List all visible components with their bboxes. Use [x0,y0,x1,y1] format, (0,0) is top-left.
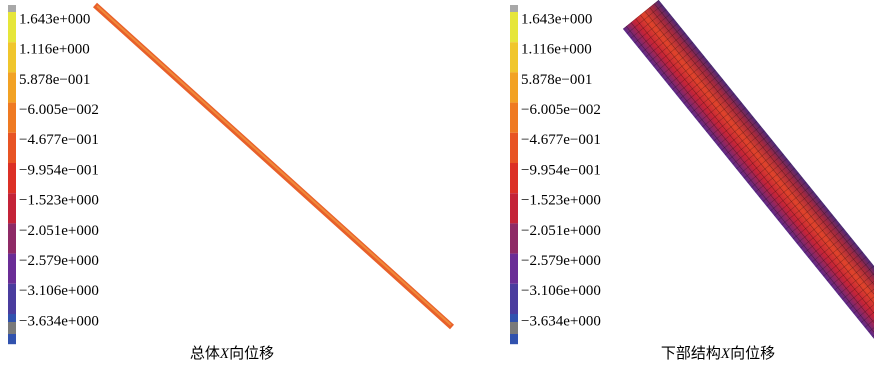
colorbar-cap [8,5,16,12]
legend-label: −3.634e+000 [521,313,601,329]
colorbar-band [8,284,16,314]
colorbar-band [8,254,16,284]
legend-label: −3.106e+000 [521,283,601,299]
colorbar-band [8,163,16,193]
legend-label: −2.051e+000 [19,223,99,239]
legend-label: −6.005e−002 [521,102,601,118]
colorbar-cap [8,322,16,334]
colorbar-band [8,193,16,223]
legend-label: −2.579e+000 [521,253,601,269]
caption-part: 向位移 [730,345,775,362]
legend-label: −2.051e+000 [521,223,601,239]
legend-label: −1.523e+000 [19,193,99,209]
colorbar-band [8,42,16,72]
colorbar-cap [510,5,518,12]
legend-label: −4.677e−001 [521,132,601,148]
caption: 总体X向位移 [190,345,274,362]
colorbar-band [8,223,16,253]
legend-label: 1.116e+000 [19,42,90,58]
colorbar-band [510,12,518,42]
legend-label: 5.878e−001 [521,72,592,88]
legend-label: −9.954e−001 [19,162,99,178]
legend-label: −2.579e+000 [19,253,99,269]
colorbar-band [8,133,16,163]
caption-part: 总体 [190,345,220,362]
legend-label: 5.878e−001 [19,72,90,88]
figure: 1.643e+000 1.116e+000 5.878e−001 −6.005e−00… [0,0,874,369]
legend-label: −1.523e+000 [521,193,601,209]
colorbar-band [510,254,518,284]
caption: 下部结构X向位移 [661,345,775,362]
colorbar-band [510,284,518,314]
colorbar-cap [510,322,518,334]
legend-label: 1.643e+000 [521,11,592,27]
colorbar-band [510,42,518,72]
colorbar-band [8,103,16,133]
colorbar-band [510,133,518,163]
colorbar-band [8,12,16,42]
colorbar-band [510,193,518,223]
legend-label: −3.106e+000 [19,283,99,299]
legend-label: 1.643e+000 [19,11,90,27]
pile [623,0,874,361]
caption-part: 下部结构 [661,345,721,362]
legend-label: 1.116e+000 [521,42,592,58]
legend-label: −9.954e−001 [521,162,601,178]
legend-label: −3.634e+000 [19,313,99,329]
colorbar-band [510,223,518,253]
legend-label: −6.005e−002 [19,102,99,118]
member-highlight [97,6,451,325]
colorbar-band [510,72,518,102]
colorbar-band [510,163,518,193]
colorbar-band [510,103,518,133]
colorbar-band [8,72,16,102]
legend-label: −4.677e−001 [19,132,99,148]
caption-part: 向位移 [229,345,274,362]
